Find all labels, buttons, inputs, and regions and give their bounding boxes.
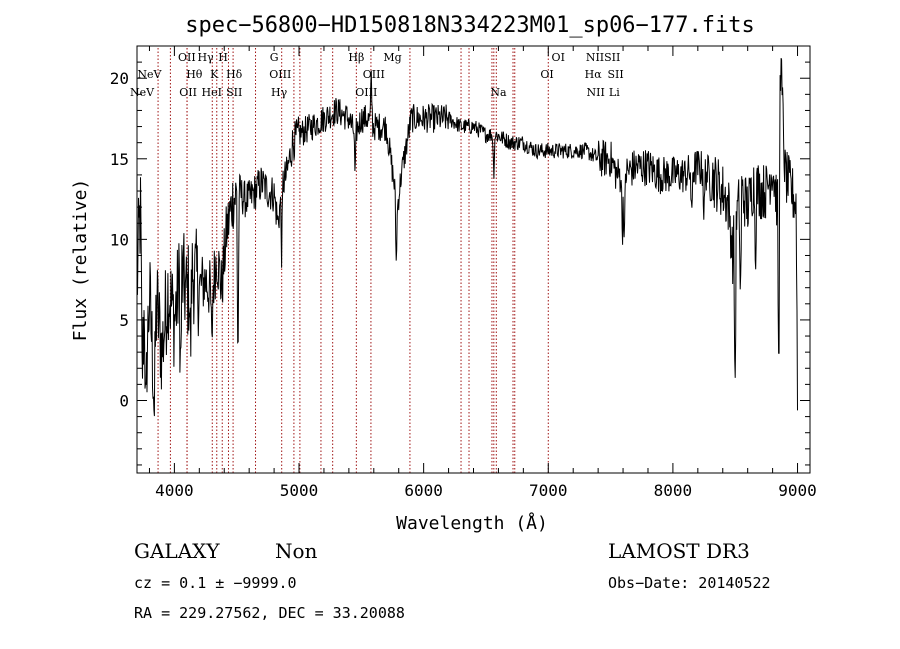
line-label: G <box>270 51 279 64</box>
x-tick-label: 9000 <box>778 481 817 500</box>
line-label: OII <box>178 51 196 64</box>
y-tick-label: 0 <box>119 391 129 410</box>
y-tick-label: 10 <box>110 230 129 249</box>
line-label: K <box>210 68 219 81</box>
y-tick-label: 20 <box>110 69 129 88</box>
line-label: Na <box>490 86 507 99</box>
line-label: OII <box>179 86 197 99</box>
x-tick-label: 5000 <box>280 481 319 500</box>
emission-line-markers <box>157 48 549 473</box>
line-label: Hβ <box>348 51 364 64</box>
line-label: OIII <box>269 68 291 81</box>
line-label: OIII <box>355 86 377 99</box>
obs-date-text: Obs−Date: 20140522 <box>608 574 771 592</box>
line-label: OI <box>552 51 565 64</box>
line-label: OIII <box>363 68 385 81</box>
line-label: SII <box>607 68 623 81</box>
spectrum-line <box>136 57 798 417</box>
line-label: Hα <box>585 68 603 81</box>
survey-name: LAMOST DR3 <box>608 539 750 563</box>
line-label: OI <box>540 68 553 81</box>
chart-title: spec−56800−HD150818N334223M01_sp06−177.f… <box>185 13 755 38</box>
x-tick-label: 7000 <box>529 481 568 500</box>
y-tick-label: 5 <box>119 311 129 330</box>
y-axis-label: Flux (relative) <box>70 179 91 342</box>
line-label: HeI <box>202 86 222 99</box>
x-tick-label: 4000 <box>155 481 194 500</box>
line-label: Hδ <box>226 68 243 81</box>
axes: 4000 5000 6000 7000 8000 9000 0 5 10 15 20 <box>110 46 817 500</box>
line-label: Li <box>609 86 620 99</box>
line-label: Mg <box>383 51 401 64</box>
x-axis-label: Wavelength (Å) <box>396 512 548 534</box>
x-tick-label: 8000 <box>654 481 693 500</box>
plot-frame <box>136 45 811 474</box>
line-label: Hγ <box>271 86 288 99</box>
line-label: NeV <box>130 86 155 99</box>
line-label: H <box>218 51 228 64</box>
y-tick-label: 15 <box>110 150 129 169</box>
line-label: SII <box>226 86 242 99</box>
object-class: GALAXY <box>134 539 220 563</box>
x-tick-label: 6000 <box>404 481 443 500</box>
coordinates-text: RA = 229.27562, DEC = 33.20088 <box>134 604 405 622</box>
line-label: NIISII <box>586 51 621 64</box>
line-label: Hγ <box>197 51 214 64</box>
line-label: Hθ <box>186 68 203 81</box>
line-label: NeV <box>137 68 162 81</box>
line-label: NII <box>586 86 604 99</box>
object-subclass: Non <box>275 539 318 563</box>
redshift-text: cz = 0.1 ± −9999.0 <box>134 574 297 592</box>
